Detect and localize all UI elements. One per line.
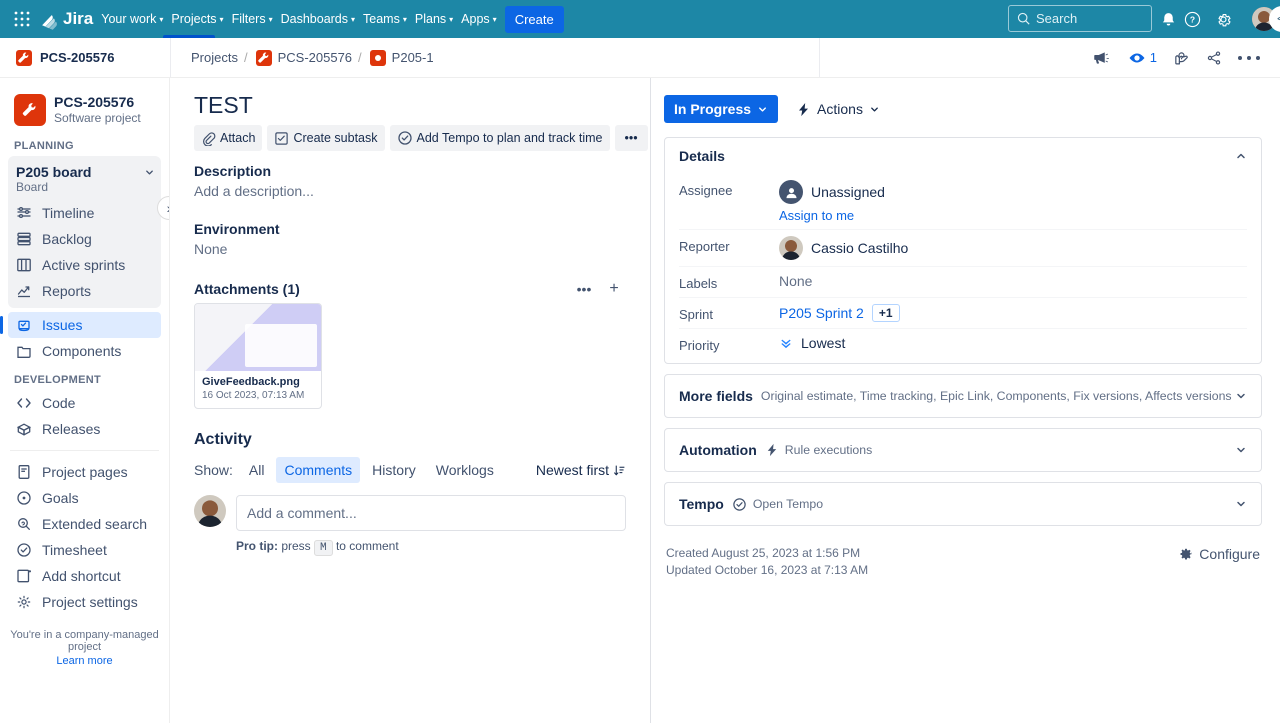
svg-text:?: ? xyxy=(1189,14,1194,24)
